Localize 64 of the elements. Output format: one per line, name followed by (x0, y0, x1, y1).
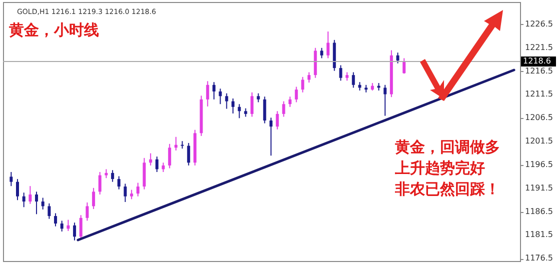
y-tick-label: 1191.5 (525, 183, 553, 192)
candlestick (142, 157, 146, 190)
y-tick-label: 1181.5 (525, 230, 553, 240)
candlestick (396, 52, 400, 64)
candlestick (187, 142, 190, 166)
candlestick (326, 31, 330, 59)
annotation: 黄金，回调做多 (394, 138, 500, 156)
candlestick (352, 72, 355, 88)
y-tick-label: 1226.5 (525, 19, 553, 28)
candlestick (10, 172, 13, 187)
candlestick (339, 64, 342, 82)
annotation: 上升趋势完好 (394, 159, 485, 177)
candlestick (130, 189, 134, 200)
candlestick (66, 219, 70, 232)
candlestick (212, 82, 216, 100)
candlestick (276, 110, 279, 130)
y-tick-label: 1206.5 (525, 113, 553, 122)
candlestick (16, 178, 20, 201)
candlestick (73, 222, 76, 241)
candlestick (402, 58, 406, 74)
candlestick (238, 104, 241, 119)
candlestick (35, 191, 38, 215)
candlestick (48, 202, 51, 220)
candlestick (231, 98, 234, 114)
candlestick (28, 186, 32, 204)
candlestick (79, 214, 82, 240)
candlestick (111, 170, 114, 182)
candlestick (218, 88, 222, 105)
candlestick (288, 96, 292, 108)
y-tick-label: 1216.5 (525, 66, 553, 76)
candlestick (117, 176, 120, 190)
candlestick (136, 182, 140, 197)
candlestick (206, 80, 210, 107)
candlestick (270, 117, 273, 156)
candlestick (294, 86, 298, 103)
candlestick (41, 197, 44, 210)
candlestick (320, 47, 324, 59)
y-tick-label: 1211.5 (525, 90, 553, 99)
y-tick-label: 1186.5 (525, 206, 553, 216)
candlestick (60, 220, 64, 232)
candlestick (54, 212, 58, 227)
candlestick (250, 92, 254, 118)
candlestick (149, 152, 152, 166)
candlestick (124, 183, 127, 202)
candlestick (98, 172, 102, 195)
y-tick-label: 1221.5 (525, 42, 553, 52)
candlestick (168, 143, 172, 169)
candlestick (384, 84, 387, 116)
y-tick-label: 1196.5 (525, 160, 553, 169)
candlestick (301, 76, 304, 93)
candlestick (22, 192, 26, 208)
y-tick-label: 1201.5 (525, 136, 553, 146)
annotation: 非农已然回踩！ (394, 180, 500, 198)
y-tick-label: 1176.5 (525, 254, 553, 263)
candlestick (282, 100, 286, 118)
candlestick (86, 202, 89, 222)
candlestick (225, 92, 228, 110)
ref-line-label: 1218.6 (523, 56, 551, 66)
candlestick (162, 162, 165, 173)
candlestick (263, 96, 266, 124)
candlestick (92, 187, 96, 210)
candlestick (308, 72, 311, 84)
text: 黄金，小时线 (8, 21, 99, 39)
candlestick (155, 156, 158, 173)
